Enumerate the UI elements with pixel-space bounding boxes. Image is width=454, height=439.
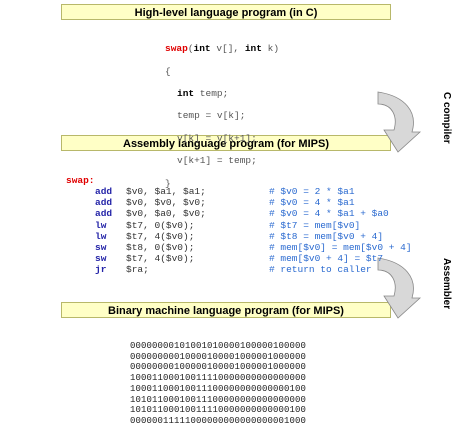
asm-comment: # $v0 = 4 * $a1 + $a0 [269,208,389,220]
asm-opcode: lw [95,219,107,231]
assembly-banner: Assembly language program (for MIPS) [61,135,391,151]
asm-opcode: jr [95,264,107,276]
binary-word: 10101100010011100000000000000000 [130,394,307,405]
c-decl-line: int temp; [165,88,279,99]
asm-operands: $t8, 0($v0); [126,242,195,253]
c-keyword: int [244,43,262,55]
c-signature-line: swap(int v[], int k) [165,43,279,54]
asm-instruction-row: add $v0, $v0, $v0; # $v0 = 4 * $a1 [95,197,395,208]
asm-operands: $ra; [126,264,149,276]
asm-opcode: add [95,186,113,197]
asm-comment: # $t7 = mem[$v0] [269,219,361,231]
binary-word: 00000011111000000000000000001000 [130,415,307,426]
c-stmt-line: temp = v[k]; [177,110,246,122]
binary-word: 00000000100000100001000001000000 [130,362,307,373]
asm-instruction-row: add $v0, $a0, $v0; # $v0 = 4 * $a1 + $a0 [95,208,395,219]
asm-opcode: sw [95,253,107,265]
asm-label-text: swap: [66,175,95,186]
binary-word: 10101100010011110000000000000100 [130,405,307,416]
c-sig-part: ( [187,43,194,55]
high-level-banner: High-level language program (in C) [61,4,391,20]
c-open-brace: { [165,65,171,77]
asm-block: add $v0, $a1, $a1; # $v0 = 2 * $a1 add $v0, … [95,186,412,286]
asm-operands: $t7, 0($v0); [126,219,195,231]
asm-label: swap: [66,175,95,186]
c-sig-part: k) [261,43,280,55]
c-function-name: swap [165,43,188,55]
asm-instruction-row: lw $t7, 4($v0); # $t8 = mem[$v0 + 4] [95,231,395,242]
assembler-label: Assembler [441,258,452,310]
c-stmt-line: v[k+1] = temp; [177,155,257,167]
asm-instruction-row: sw $t8, 0($v0); # mem[$v0] = mem[$v0 + 4] [95,242,412,253]
asm-operands: $v0, $a0, $v0; [126,208,206,220]
asm-opcode: sw [95,242,107,253]
asm-instruction-row: add $v0, $a1, $a1; # $v0 = 2 * $a1 [95,186,395,197]
c-keyword: int [193,43,211,55]
c-sig-part: v[], [210,43,245,55]
asm-opcode: lw [95,230,107,242]
c-code-block: swap(int v[], int k) { int temp; temp = … [165,32,279,200]
asm-comment: # $v0 = 4 * $a1 [269,197,355,209]
compiler-label: C compiler [441,92,452,144]
binary-word: 10001100010011110000000000000000 [130,373,307,384]
asm-comment: # mem[$v0 + 4] = $t7 [269,253,384,265]
c-decl-rest: temp; [194,88,229,100]
c-keyword: int [177,88,195,100]
asm-operands: $v0, $v0, $v0; [126,197,206,209]
binary-word: 10001100010011100000000000000100 [130,383,307,394]
asm-comment: # $v0 = 2 * $a1 [269,186,355,197]
asm-instruction-row: jr $ra; # return to caller [95,264,395,275]
asm-operands: $t7, 4($v0); [126,253,195,265]
binary-code-block: 00000000101001010000100000100000 00000000… [130,341,306,427]
asm-opcode: add [95,208,113,220]
binary-word: 00000000010000100001000001000000 [130,351,307,362]
asm-operands: $v0, $a1, $a1; [126,186,206,197]
asm-comment: # mem[$v0] = mem[$v0 + 4] [269,242,412,253]
c-stmt-line: v[k] = v[k+1]; [177,132,257,144]
binary-word: 00000000101001010000100000100000 [130,341,307,351]
asm-comment: # return to caller [269,264,372,276]
binary-banner: Binary machine language program (for MIP… [61,302,391,318]
asm-instruction-row: lw $t7, 0($v0); # $t7 = mem[$v0] [95,220,395,231]
asm-operands: $t7, 4($v0); [126,230,195,242]
asm-opcode: add [95,197,113,209]
asm-comment: # $t8 = mem[$v0 + 4] [269,230,384,242]
c-close-brace: } [165,177,171,189]
asm-instruction-row: sw $t7, 4($v0); # mem[$v0 + 4] = $t7 [95,253,395,264]
